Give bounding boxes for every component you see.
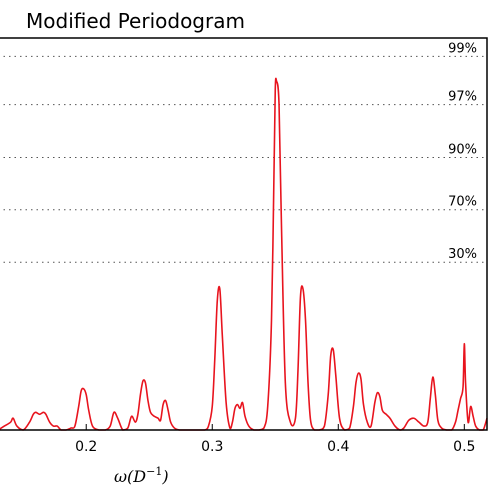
significance-levels: 99% 97% 90% 70% 30% (0, 41, 487, 263)
x-axis-label-base: ω(D (114, 467, 146, 486)
x-tick-label: 0.3 (201, 439, 223, 455)
x-tick-label: 0.2 (75, 439, 97, 455)
x-tick-label: 0.4 (327, 439, 349, 455)
significance-label: 70% (448, 195, 477, 210)
x-tick-label: 0.5 (453, 439, 475, 455)
significance-label: 90% (448, 143, 477, 158)
x-axis-label-close: ) (161, 467, 168, 486)
significance-label: 99% (448, 41, 477, 56)
x-axis-label-exponent: −1 (146, 465, 162, 478)
x-axis-label: ω(D−1) (114, 465, 169, 486)
significance-label: 97% (448, 90, 477, 105)
plot-area-frame (0, 37, 488, 431)
significance-label: 30% (448, 247, 477, 262)
periodogram-series (0, 77, 488, 431)
periodogram-line (0, 77, 488, 431)
x-axis-ticks: 0.2 0.3 0.4 0.5 (75, 424, 475, 455)
chart-title: Modified Periodogram (26, 9, 245, 33)
